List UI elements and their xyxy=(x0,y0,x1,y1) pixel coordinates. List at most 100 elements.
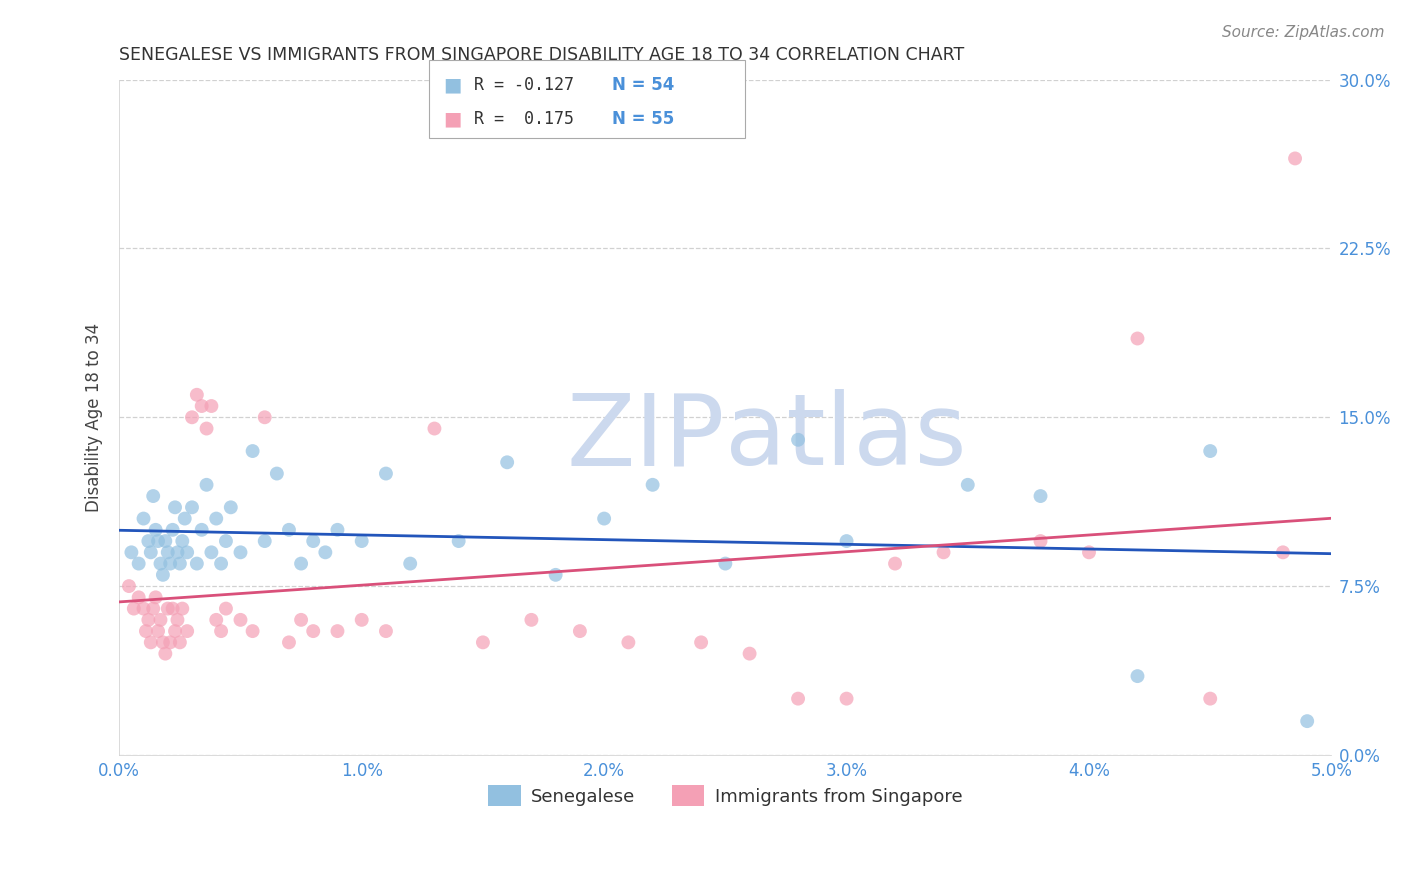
Legend: Senegalese, Immigrants from Singapore: Senegalese, Immigrants from Singapore xyxy=(481,778,970,814)
Point xyxy=(278,523,301,537)
Point xyxy=(138,534,160,549)
Point xyxy=(1126,669,1149,683)
Point xyxy=(122,601,145,615)
Point xyxy=(195,478,218,492)
Point xyxy=(229,613,252,627)
Point xyxy=(1284,152,1306,166)
Text: N = 55: N = 55 xyxy=(612,110,673,128)
Point xyxy=(242,444,264,458)
Point xyxy=(278,635,301,649)
Y-axis label: Disability Age 18 to 34: Disability Age 18 to 34 xyxy=(86,323,103,512)
Point xyxy=(146,534,169,549)
Point xyxy=(176,624,198,639)
Point xyxy=(568,624,591,639)
Point xyxy=(118,579,141,593)
Point xyxy=(215,601,238,615)
Point xyxy=(173,511,195,525)
Point xyxy=(242,624,264,639)
Point xyxy=(142,489,165,503)
Point xyxy=(375,624,398,639)
Point xyxy=(326,624,349,639)
Point xyxy=(128,591,150,605)
Text: R = -0.127: R = -0.127 xyxy=(474,76,574,94)
Point xyxy=(314,545,336,559)
Point xyxy=(205,511,228,525)
Point xyxy=(132,601,155,615)
Point xyxy=(350,534,373,549)
Point xyxy=(690,635,713,649)
Point xyxy=(229,545,252,559)
Point xyxy=(423,421,446,435)
Point xyxy=(714,557,737,571)
Point xyxy=(195,421,218,435)
Point xyxy=(166,545,188,559)
Point xyxy=(155,647,177,661)
Text: SENEGALESE VS IMMIGRANTS FROM SINGAPORE DISABILITY AGE 18 TO 34 CORRELATION CHAR: SENEGALESE VS IMMIGRANTS FROM SINGAPORE … xyxy=(120,46,965,64)
Text: R =  0.175: R = 0.175 xyxy=(474,110,574,128)
Point xyxy=(149,557,172,571)
Point xyxy=(209,557,232,571)
Point xyxy=(156,601,179,615)
Point xyxy=(520,613,543,627)
Point xyxy=(159,635,181,649)
Point xyxy=(1029,534,1052,549)
Point xyxy=(166,613,188,627)
Point xyxy=(172,534,194,549)
Point xyxy=(139,545,162,559)
Point xyxy=(1199,691,1222,706)
Point xyxy=(787,691,810,706)
Point xyxy=(932,545,955,559)
Point xyxy=(162,601,184,615)
Point xyxy=(152,635,174,649)
Point xyxy=(186,388,208,402)
Point xyxy=(1199,444,1222,458)
Point xyxy=(266,467,288,481)
Point xyxy=(253,534,276,549)
Point xyxy=(162,523,184,537)
Point xyxy=(209,624,232,639)
Point xyxy=(787,433,810,447)
Point xyxy=(156,545,179,559)
Point xyxy=(190,523,212,537)
Point xyxy=(290,613,312,627)
Point xyxy=(128,557,150,571)
Point xyxy=(956,478,979,492)
Point xyxy=(544,567,567,582)
Point xyxy=(181,500,204,515)
Point xyxy=(190,399,212,413)
Point xyxy=(496,455,519,469)
Point xyxy=(1029,489,1052,503)
Point xyxy=(302,624,325,639)
Point xyxy=(200,399,222,413)
Point xyxy=(163,500,186,515)
Point xyxy=(176,545,198,559)
Point xyxy=(142,601,165,615)
Point xyxy=(1296,714,1319,728)
Point xyxy=(326,523,349,537)
Point xyxy=(1078,545,1101,559)
Point xyxy=(139,635,162,649)
Point xyxy=(169,635,191,649)
Point xyxy=(290,557,312,571)
Point xyxy=(884,557,907,571)
Point xyxy=(172,601,194,615)
Point xyxy=(169,557,191,571)
Text: ■: ■ xyxy=(443,75,461,95)
Point xyxy=(302,534,325,549)
Point xyxy=(835,691,858,706)
Point xyxy=(186,557,208,571)
Point xyxy=(375,467,398,481)
Point xyxy=(149,613,172,627)
Point xyxy=(1271,545,1294,559)
Point xyxy=(138,613,160,627)
Point xyxy=(1126,331,1149,345)
Point xyxy=(205,613,228,627)
Point xyxy=(145,591,167,605)
Point xyxy=(738,647,761,661)
Point xyxy=(132,511,155,525)
Text: Source: ZipAtlas.com: Source: ZipAtlas.com xyxy=(1222,25,1385,40)
Point xyxy=(155,534,177,549)
Point xyxy=(641,478,664,492)
Point xyxy=(253,410,276,425)
Point xyxy=(471,635,494,649)
